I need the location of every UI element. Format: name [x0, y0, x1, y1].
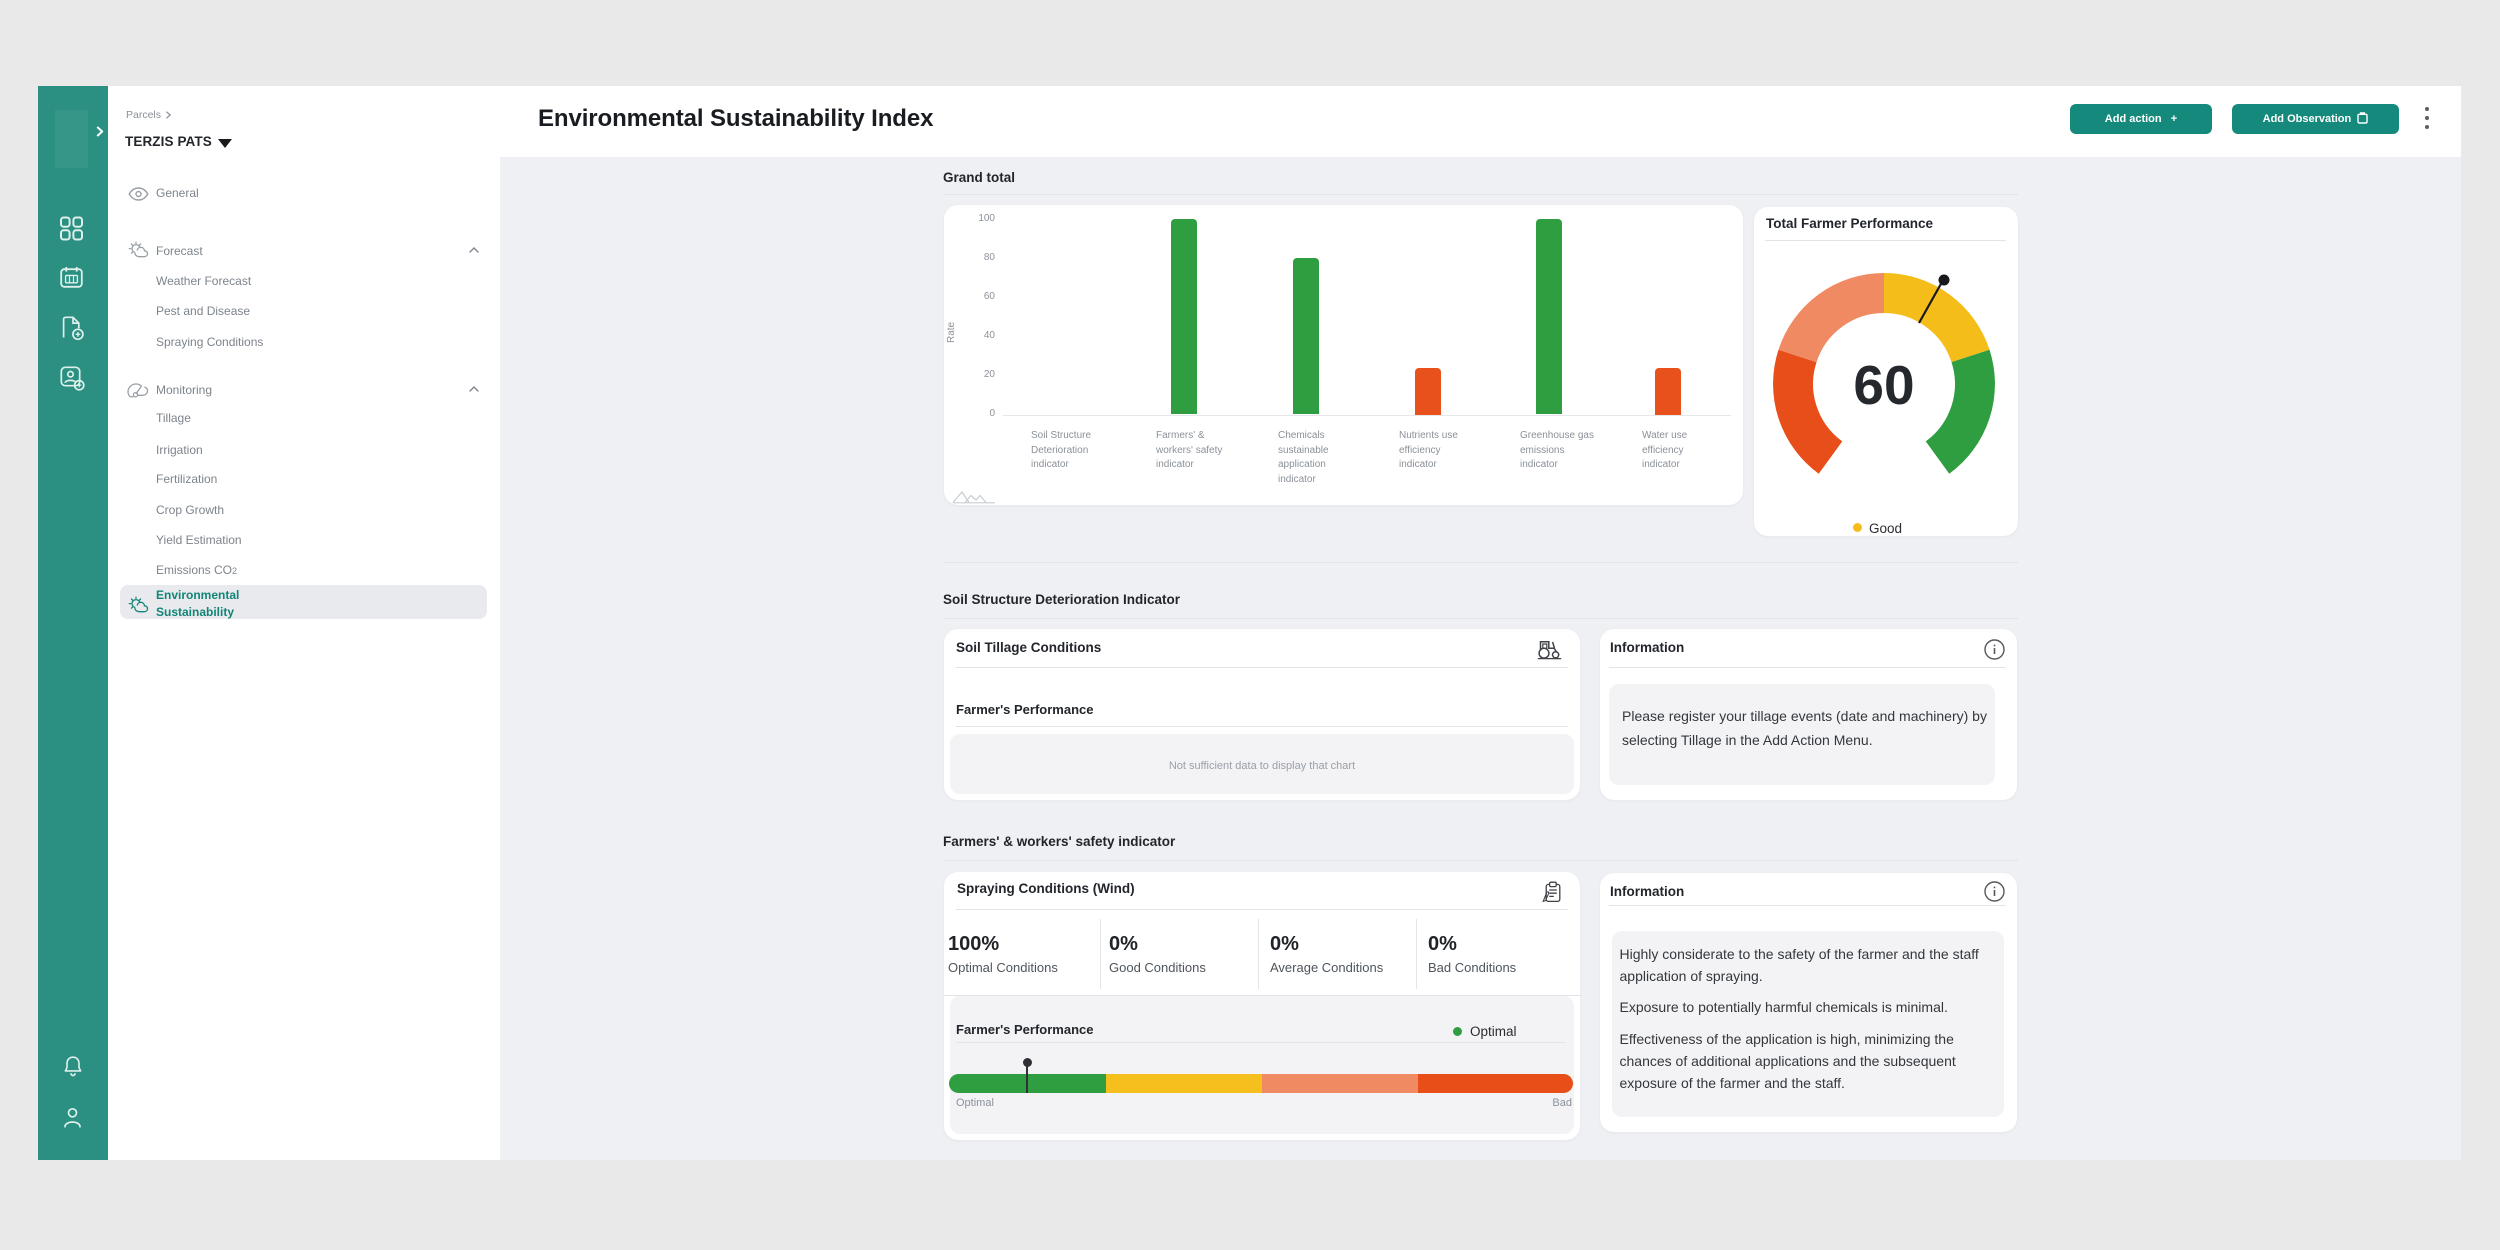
- svg-text:60: 60: [1853, 354, 1914, 416]
